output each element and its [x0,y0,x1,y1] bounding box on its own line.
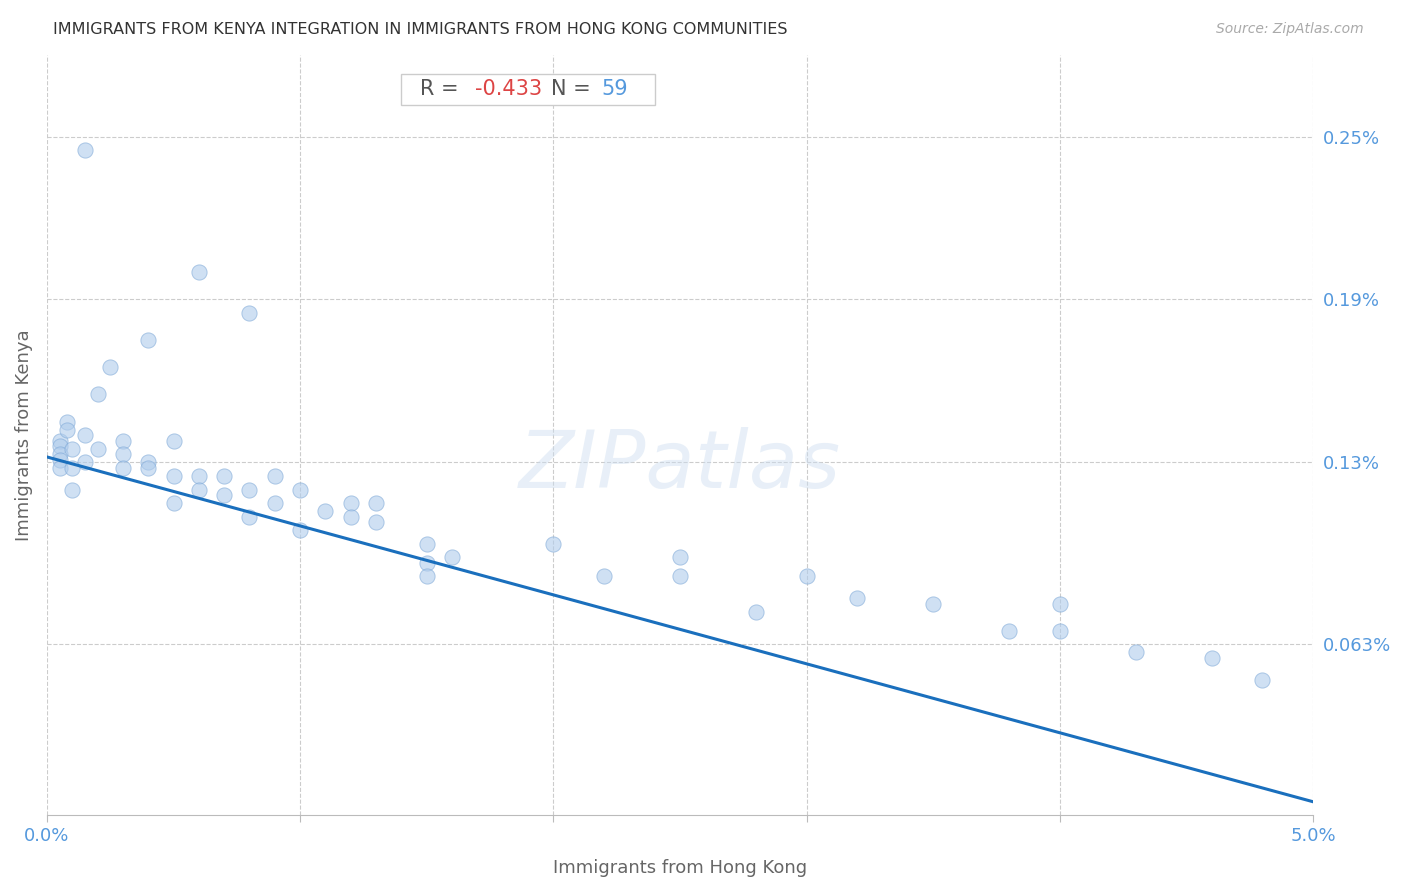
Point [669,550,692,565]
Point [238,306,260,320]
Point [263,469,285,483]
Point [416,556,439,570]
Point [162,434,184,448]
Point [1125,645,1147,659]
Point [48,447,70,461]
X-axis label: Immigrants from Hong Kong: Immigrants from Hong Kong [553,859,807,877]
FancyBboxPatch shape [401,74,655,104]
Point [86,387,108,401]
Point [745,605,768,619]
Point [288,523,311,537]
Point [48,452,70,467]
Point [796,569,818,583]
Text: R =: R = [420,79,465,99]
Point [1049,597,1071,611]
Point [187,483,209,497]
Text: N =: N = [551,79,598,99]
Point [1251,673,1274,687]
Point [416,569,439,583]
Point [263,496,285,510]
Point [593,569,616,583]
Point [136,460,159,475]
Point [187,265,209,279]
Point [364,496,387,510]
Text: IMMIGRANTS FROM KENYA INTEGRATION IN IMMIGRANTS FROM HONG KONG COMMUNITIES: IMMIGRANTS FROM KENYA INTEGRATION IN IMM… [53,22,787,37]
Point [136,333,159,347]
Point [111,447,134,461]
Point [162,469,184,483]
Point [73,143,96,157]
Point [364,515,387,529]
Point [846,591,869,606]
Point [48,434,70,448]
Point [60,483,83,497]
Point [98,360,121,375]
Point [162,496,184,510]
Point [314,504,336,518]
Point [60,442,83,456]
Point [998,624,1021,638]
Point [1201,650,1223,665]
Point [187,469,209,483]
Point [543,537,565,551]
Point [238,509,260,524]
Point [73,455,96,469]
Text: -0.433: -0.433 [475,79,541,99]
Point [73,428,96,442]
Point [669,569,692,583]
Point [288,483,311,497]
Point [238,483,260,497]
Point [1049,624,1071,638]
Point [922,597,945,611]
Point [111,434,134,448]
Point [56,415,79,429]
Text: 59: 59 [602,79,628,99]
Point [339,509,361,524]
Point [212,469,235,483]
Point [86,442,108,456]
Point [48,439,70,453]
Point [48,460,70,475]
Text: ZIPatlas: ZIPatlas [519,426,841,505]
Text: Source: ZipAtlas.com: Source: ZipAtlas.com [1216,22,1364,37]
Point [339,496,361,510]
Y-axis label: Immigrants from Kenya: Immigrants from Kenya [15,329,32,541]
Point [56,423,79,437]
Point [212,488,235,502]
Point [111,460,134,475]
Point [60,460,83,475]
Point [441,550,464,565]
Point [136,455,159,469]
Point [416,537,439,551]
